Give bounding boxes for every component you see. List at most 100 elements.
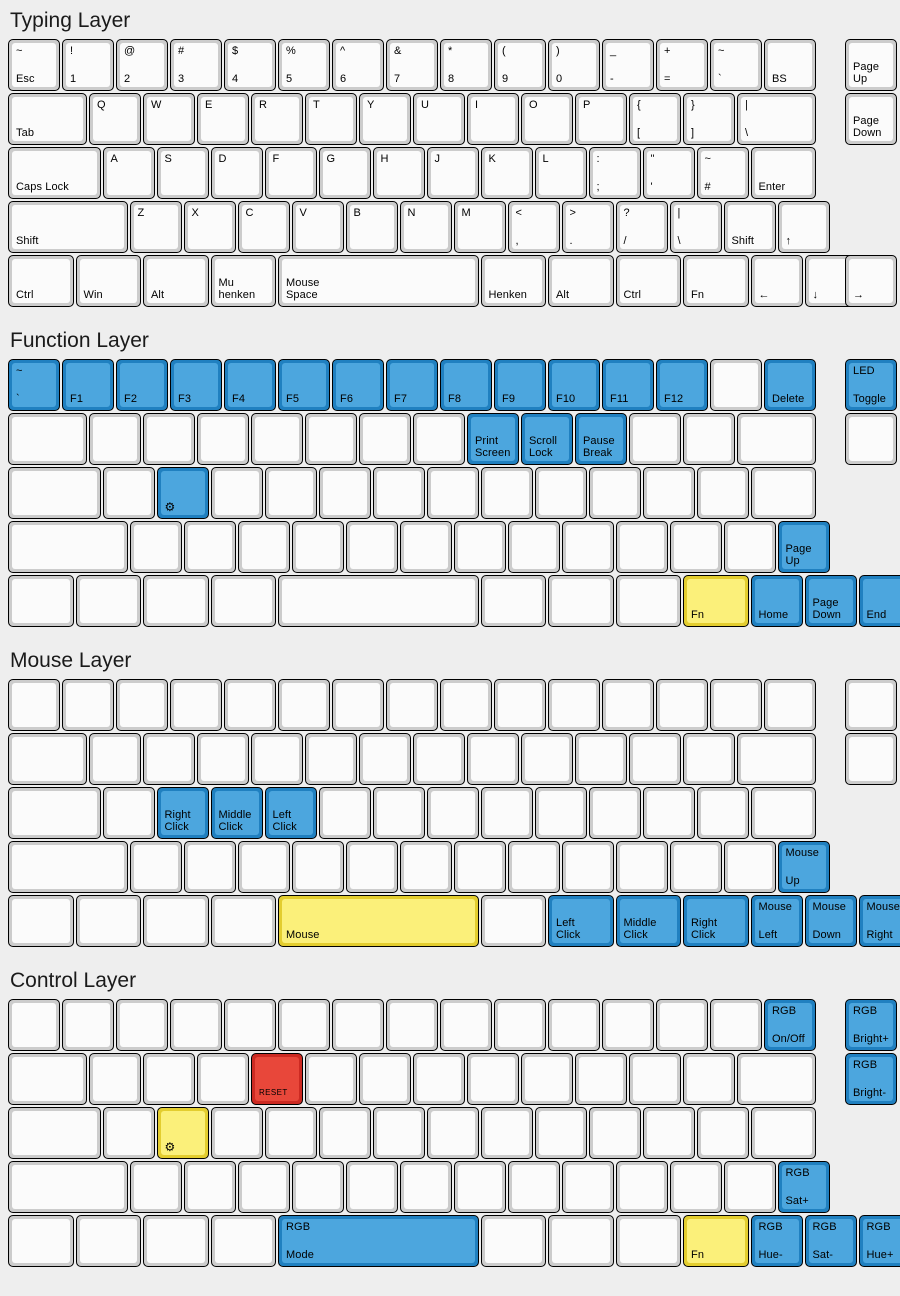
key-blank[interactable] bbox=[116, 679, 168, 731]
key-rgb-sat[interactable]: RGB Sat+ bbox=[777, 1161, 830, 1213]
key-i[interactable]: I bbox=[467, 93, 519, 145]
key-blank[interactable] bbox=[278, 999, 330, 1051]
key-right-click[interactable]: Right Click bbox=[156, 787, 209, 839]
key-blank[interactable] bbox=[750, 1107, 816, 1159]
key-alt[interactable]: Alt bbox=[548, 255, 614, 307]
key-win[interactable]: Win bbox=[75, 255, 141, 307]
key-blank[interactable] bbox=[237, 521, 290, 573]
key-blank[interactable] bbox=[305, 413, 357, 465]
key-q[interactable]: Q bbox=[89, 93, 141, 145]
key-blank[interactable] bbox=[183, 521, 236, 573]
key-blank[interactable] bbox=[183, 1161, 236, 1213]
key-blank[interactable]: | \ bbox=[737, 93, 816, 145]
key-mouse-up[interactable]: Mouse Up bbox=[777, 841, 830, 893]
key-y[interactable]: Y bbox=[359, 93, 411, 145]
key-blank[interactable] bbox=[480, 787, 533, 839]
key-blank[interactable] bbox=[224, 999, 276, 1051]
key-henken[interactable]: Henken bbox=[480, 255, 546, 307]
key-blank[interactable] bbox=[372, 787, 425, 839]
key-blank[interactable] bbox=[723, 1161, 776, 1213]
key-esc[interactable]: ~ Esc bbox=[8, 39, 60, 91]
key-d[interactable]: D bbox=[210, 147, 263, 199]
key-x[interactable]: X bbox=[183, 201, 236, 253]
key-blank[interactable]: <, bbox=[507, 201, 560, 253]
key-f8[interactable]: F8 bbox=[440, 359, 492, 411]
key-blank[interactable] bbox=[143, 733, 195, 785]
key-blank[interactable] bbox=[291, 841, 344, 893]
key-blank[interactable]: >. bbox=[561, 201, 614, 253]
key-rgb-bright[interactable]: RGB Bright- bbox=[845, 1053, 897, 1105]
key-blank[interactable] bbox=[440, 999, 492, 1051]
key-blank[interactable] bbox=[102, 787, 155, 839]
key-blank[interactable] bbox=[210, 895, 276, 947]
key-blank[interactable] bbox=[534, 1107, 587, 1159]
key-blank[interactable] bbox=[642, 1107, 695, 1159]
key-blank[interactable] bbox=[642, 467, 695, 519]
key-blank[interactable] bbox=[264, 467, 317, 519]
key-blank[interactable] bbox=[669, 1161, 722, 1213]
key-blank[interactable] bbox=[561, 521, 614, 573]
key-blank[interactable] bbox=[683, 413, 735, 465]
key-blank[interactable] bbox=[8, 733, 87, 785]
key-7[interactable]: & 7 bbox=[386, 39, 438, 91]
key-middle-click[interactable]: Middle Click bbox=[210, 787, 263, 839]
key-blank[interactable] bbox=[332, 999, 384, 1051]
key-mouse-left[interactable]: Mouse Left bbox=[750, 895, 803, 947]
key-rgb-hue[interactable]: RGB Hue+ bbox=[858, 1215, 900, 1267]
key-blank[interactable] bbox=[278, 679, 330, 731]
key-blank[interactable] bbox=[575, 1053, 627, 1105]
key-blank[interactable] bbox=[332, 679, 384, 731]
key-blank[interactable] bbox=[75, 895, 141, 947]
key-print-screen[interactable]: Print Screen bbox=[467, 413, 519, 465]
key-blank[interactable] bbox=[8, 413, 87, 465]
key-2[interactable]: @2 bbox=[116, 39, 168, 91]
key-gear[interactable]: ⚙ bbox=[156, 467, 209, 519]
key-blank[interactable] bbox=[426, 467, 479, 519]
key-blank[interactable] bbox=[183, 841, 236, 893]
key-blank[interactable] bbox=[548, 679, 600, 731]
key-blank[interactable] bbox=[426, 1107, 479, 1159]
key-reset[interactable]: RESET bbox=[251, 1053, 303, 1105]
key-blank[interactable] bbox=[143, 1215, 209, 1267]
key-blank[interactable]: {[ bbox=[629, 93, 681, 145]
key-blank[interactable] bbox=[629, 413, 681, 465]
key-blank[interactable] bbox=[143, 413, 195, 465]
key-blank[interactable] bbox=[507, 521, 560, 573]
key-blank[interactable] bbox=[89, 733, 141, 785]
key-f[interactable]: F bbox=[264, 147, 317, 199]
key-p[interactable]: P bbox=[575, 93, 627, 145]
key-blank[interactable]: ~ ` bbox=[710, 39, 762, 91]
key-8[interactable]: * 8 bbox=[440, 39, 492, 91]
key-blank[interactable] bbox=[129, 841, 182, 893]
key-blank[interactable] bbox=[75, 575, 141, 627]
key-blank[interactable] bbox=[345, 521, 398, 573]
key-rgb-bright[interactable]: RGB Bright+ bbox=[845, 999, 897, 1051]
key-blank[interactable] bbox=[602, 999, 654, 1051]
key-o[interactable]: O bbox=[521, 93, 573, 145]
key-blank[interactable]: ? / bbox=[615, 201, 668, 253]
key-blank[interactable] bbox=[305, 1053, 357, 1105]
key-blank[interactable] bbox=[737, 1053, 816, 1105]
key-blank[interactable] bbox=[453, 841, 506, 893]
key-blank[interactable] bbox=[696, 1107, 749, 1159]
key-blank[interactable] bbox=[399, 1161, 452, 1213]
key-blank[interactable] bbox=[210, 467, 263, 519]
key-blank[interactable] bbox=[575, 733, 627, 785]
key-blank[interactable] bbox=[8, 467, 101, 519]
key-blank[interactable]: → bbox=[845, 255, 897, 307]
key-page-down[interactable]: Page Down bbox=[845, 93, 897, 145]
key-blank[interactable]: ~ ` bbox=[8, 359, 60, 411]
key-blank[interactable] bbox=[237, 841, 290, 893]
key-blank[interactable] bbox=[386, 999, 438, 1051]
key-ctrl[interactable]: Ctrl bbox=[8, 255, 74, 307]
key-blank[interactable] bbox=[291, 521, 344, 573]
key-blank[interactable] bbox=[237, 1161, 290, 1213]
key-blank[interactable] bbox=[669, 521, 722, 573]
key-blank[interactable] bbox=[534, 787, 587, 839]
key-blank[interactable] bbox=[8, 787, 101, 839]
key-blank[interactable] bbox=[521, 1053, 573, 1105]
key-blank[interactable] bbox=[467, 733, 519, 785]
key-blank[interactable] bbox=[129, 521, 182, 573]
key-b[interactable]: B bbox=[345, 201, 398, 253]
key-bs[interactable]: BS bbox=[764, 39, 816, 91]
